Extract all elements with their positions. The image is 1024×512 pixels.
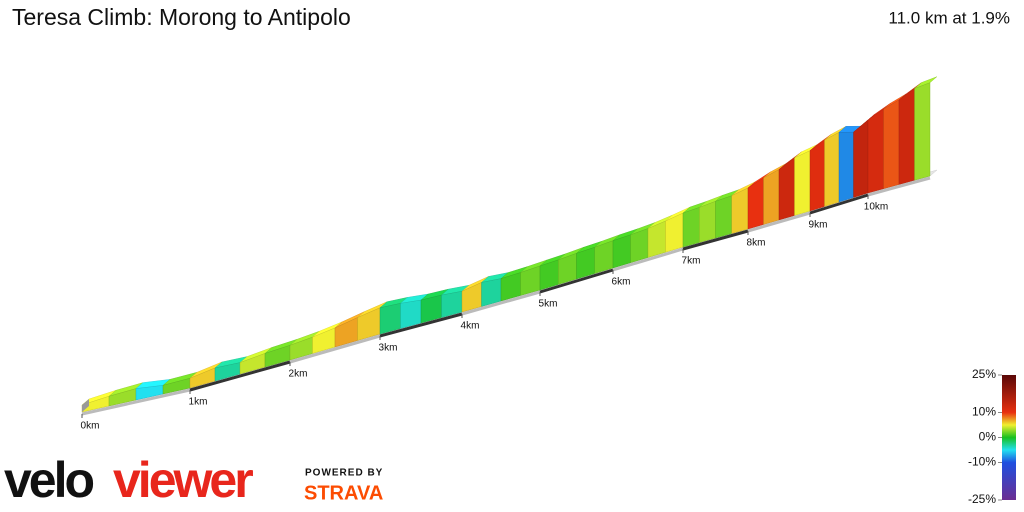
segment xyxy=(379,297,408,335)
segment-face xyxy=(763,169,780,225)
segment-face xyxy=(898,88,915,185)
segment-face xyxy=(400,299,422,329)
ground-edge xyxy=(682,229,749,251)
x-tick-label: 7km xyxy=(682,256,701,267)
segment xyxy=(214,356,248,382)
segment xyxy=(778,151,802,221)
x-tick-label: 6km xyxy=(612,277,631,288)
segment xyxy=(867,102,891,194)
segment xyxy=(731,181,756,234)
segment xyxy=(682,201,707,248)
ground-edge xyxy=(747,211,811,233)
x-tick-label: 1km xyxy=(189,397,208,408)
segment xyxy=(914,76,938,181)
start-cap xyxy=(82,399,89,412)
x-tick-label: 9km xyxy=(809,220,828,231)
segment xyxy=(461,276,489,313)
ground-edge xyxy=(539,268,614,294)
segment xyxy=(809,133,832,212)
segment-face xyxy=(914,82,931,181)
segment xyxy=(747,171,771,230)
ground-edge xyxy=(612,247,684,272)
ground-edge xyxy=(189,360,291,392)
colorbar-tick-label: 10% xyxy=(972,405,996,419)
segment-face xyxy=(612,234,631,269)
segment xyxy=(108,382,144,407)
colorbar-tick-label: -25% xyxy=(968,492,996,506)
ground-edge xyxy=(867,176,931,197)
x-tick-label: 3km xyxy=(379,343,398,354)
segment-face xyxy=(809,139,825,212)
chart-subtitle: 11.0 km at 1.9% xyxy=(888,8,1010,27)
segment xyxy=(420,288,449,324)
segment xyxy=(399,293,429,329)
x-tick-label: 8km xyxy=(747,238,766,249)
segment-face xyxy=(853,119,869,198)
strava: STRAVA xyxy=(304,482,383,504)
segment xyxy=(665,206,691,253)
segment-face xyxy=(883,99,900,190)
segment xyxy=(883,93,907,190)
x-tick-label: 0km xyxy=(81,421,100,432)
segment xyxy=(520,259,548,296)
segment xyxy=(558,247,584,285)
segment-face xyxy=(867,108,884,194)
segment-face xyxy=(682,207,700,248)
segment-face xyxy=(715,195,732,239)
segment xyxy=(612,228,638,269)
segment xyxy=(480,272,509,307)
segment-face xyxy=(794,150,811,216)
segment-face xyxy=(731,187,749,234)
segment-face xyxy=(838,131,854,203)
logo-velo: velo xyxy=(4,452,94,508)
ground-edge xyxy=(461,290,541,316)
segment-face xyxy=(699,201,716,243)
logo-viewer: viewer xyxy=(113,452,253,508)
logo: velo viewer POWERED BY STRAVA xyxy=(4,452,383,508)
ground-edge xyxy=(809,193,869,215)
colorbar-tick-label: -10% xyxy=(968,455,996,469)
segment xyxy=(576,241,602,280)
ground-edge xyxy=(289,334,381,364)
segment-face xyxy=(379,303,401,335)
colorbar-tick-label: 0% xyxy=(979,430,997,444)
segment-face xyxy=(824,131,840,207)
colorbar-tick-label: 25% xyxy=(972,367,996,381)
powered-by: POWERED BY xyxy=(305,468,383,479)
segment xyxy=(189,361,223,389)
x-tick-label: 4km xyxy=(461,321,480,332)
x-tick-label: 10km xyxy=(864,202,888,213)
colorbar xyxy=(1002,375,1016,500)
chart-title: Teresa Climb: Morong to Antipolo xyxy=(12,4,351,30)
x-tick-label: 2km xyxy=(289,369,308,380)
ground-edge xyxy=(81,388,191,416)
segment xyxy=(312,321,343,354)
segment xyxy=(357,301,388,341)
x-tick-label: 5km xyxy=(539,299,558,310)
segment xyxy=(838,125,862,203)
ground-edge xyxy=(379,312,463,338)
profile xyxy=(81,76,938,413)
